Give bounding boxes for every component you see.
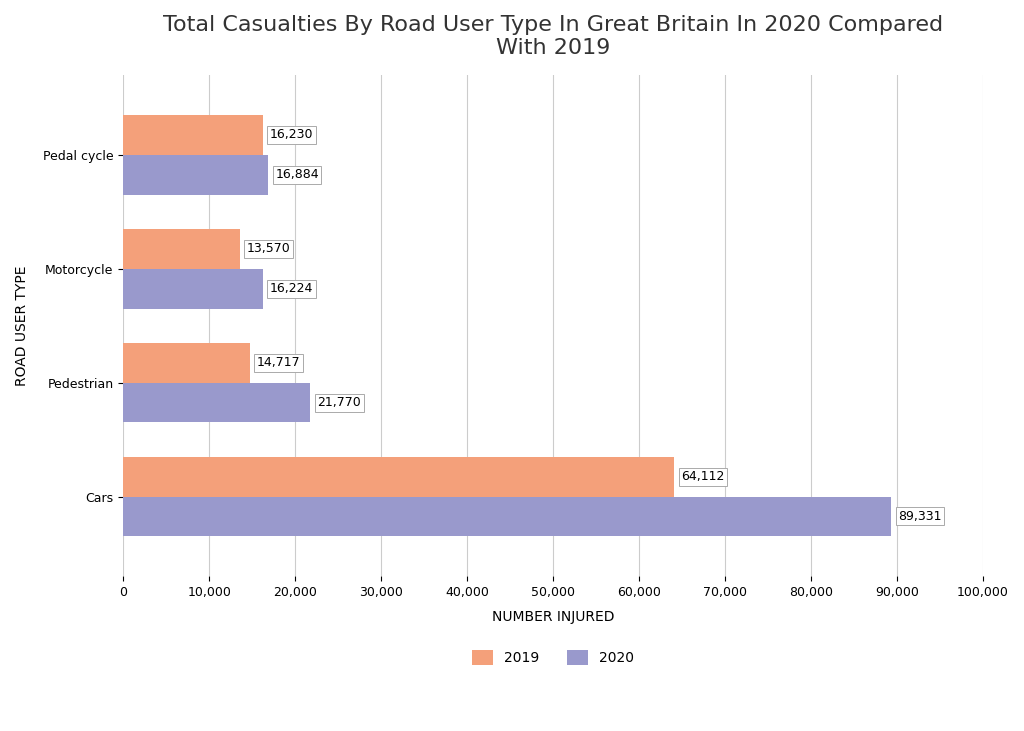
Text: 16,230: 16,230 xyxy=(269,129,313,141)
Bar xyxy=(123,496,891,537)
Text: 13,570: 13,570 xyxy=(247,242,291,255)
Bar xyxy=(123,382,310,423)
Y-axis label: ROAD USER TYPE: ROAD USER TYPE xyxy=(15,265,29,386)
Bar xyxy=(123,457,675,496)
Text: 14,717: 14,717 xyxy=(257,356,300,369)
Text: 21,770: 21,770 xyxy=(317,396,361,409)
Title: Total Casualties By Road User Type In Great Britain In 2020 Compared
With 2019: Total Casualties By Road User Type In Gr… xyxy=(163,15,943,58)
Bar xyxy=(123,155,268,194)
Text: 16,224: 16,224 xyxy=(269,282,313,295)
Text: 64,112: 64,112 xyxy=(681,470,725,483)
Text: 89,331: 89,331 xyxy=(898,510,942,523)
Legend: 2019, 2020: 2019, 2020 xyxy=(465,643,641,672)
Text: 16,884: 16,884 xyxy=(275,168,319,181)
Bar xyxy=(123,229,240,269)
Bar xyxy=(123,115,263,155)
Bar xyxy=(123,343,250,382)
Bar xyxy=(123,269,263,308)
X-axis label: NUMBER INJURED: NUMBER INJURED xyxy=(492,610,614,624)
